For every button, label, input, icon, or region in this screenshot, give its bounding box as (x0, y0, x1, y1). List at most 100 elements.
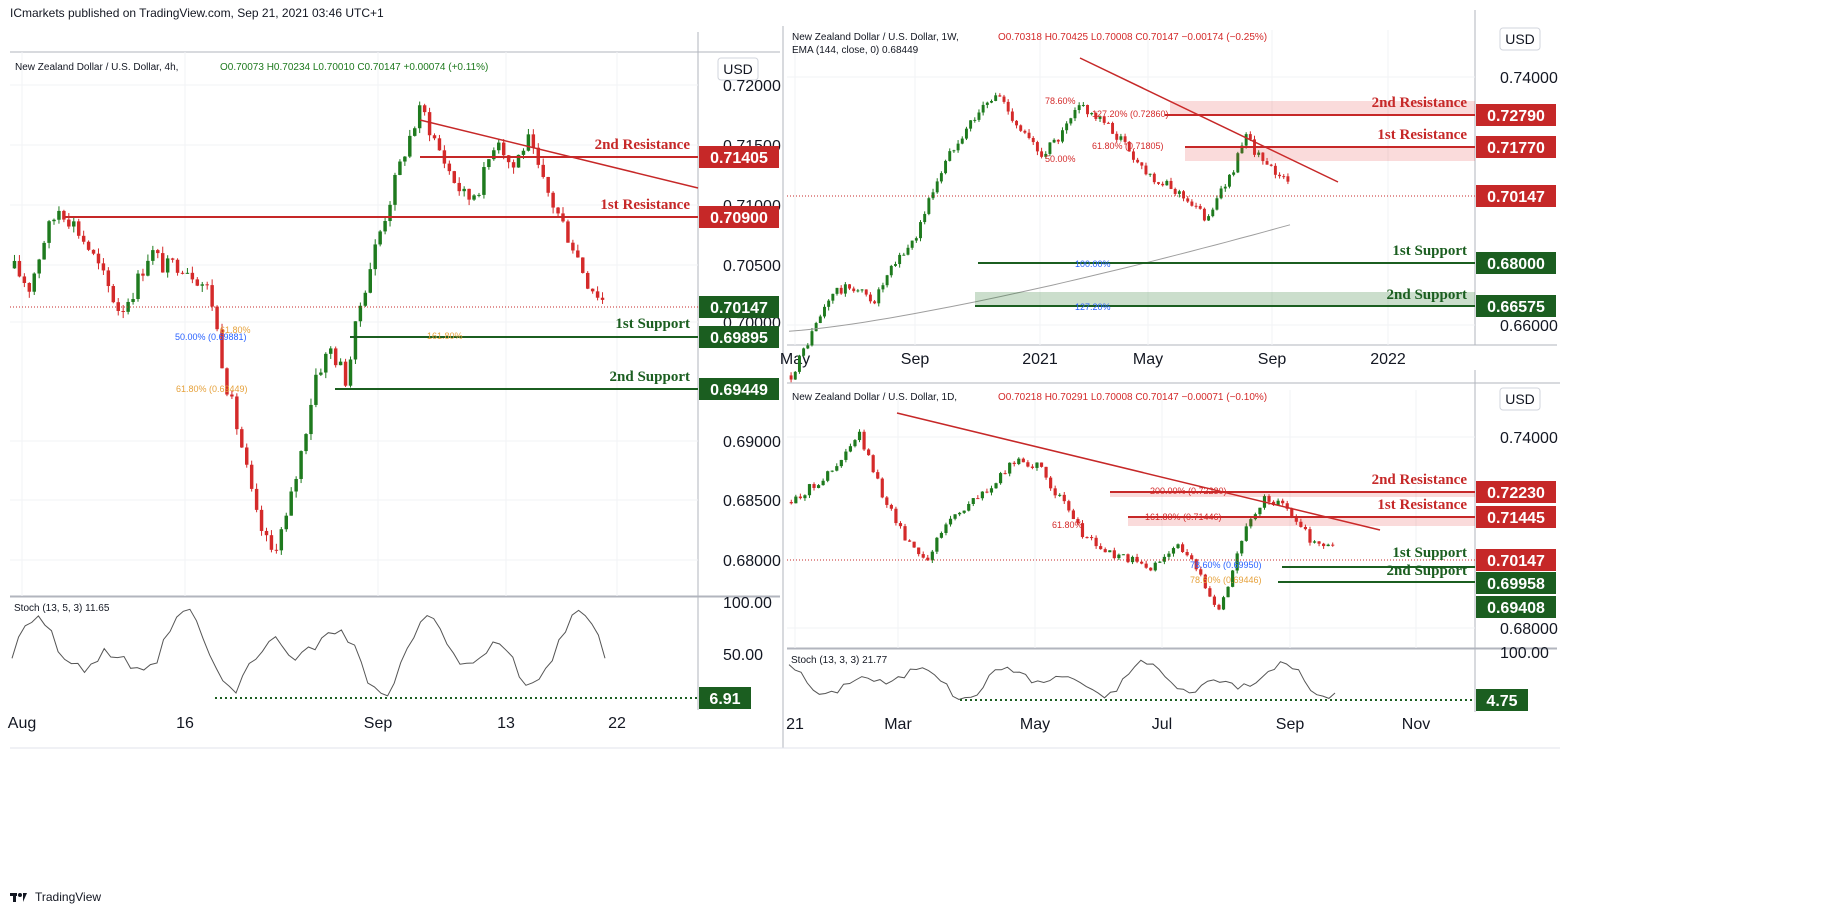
candle-body (1240, 540, 1244, 554)
candle-body (939, 173, 943, 182)
candle-body (131, 299, 135, 302)
currency-badge (1499, 27, 1541, 51)
fib-label: 61.80% (220, 325, 251, 335)
level-value: 0.72230 (1487, 485, 1545, 502)
candle-body (1228, 174, 1231, 187)
candle-body (511, 162, 516, 168)
candle-body (1153, 562, 1157, 571)
candle-body (821, 480, 825, 486)
candle-body (1144, 165, 1148, 175)
candle-body (1235, 553, 1239, 571)
candle-body (477, 194, 481, 196)
fib-label: 78.60% (0.69950) (1190, 560, 1262, 570)
candle-body (1119, 136, 1123, 140)
candle-body (989, 488, 994, 493)
candle-body (62, 210, 66, 220)
candle-body (1232, 172, 1236, 175)
candle-body (309, 404, 313, 435)
candle-body (487, 159, 491, 168)
candle-body (27, 283, 32, 292)
footer: TradingView (10, 890, 101, 904)
level-value-box (1476, 104, 1556, 126)
candle-body (1186, 198, 1190, 202)
candle-body (566, 221, 570, 243)
candle-body (111, 286, 116, 303)
candle-body (894, 508, 898, 524)
candle-body (844, 451, 848, 460)
candle-body (1062, 494, 1066, 502)
candle-body (1086, 104, 1089, 115)
candle-body (170, 258, 175, 260)
candle-body (180, 272, 185, 274)
candle-body (980, 491, 984, 499)
candle-body (57, 210, 61, 220)
resistance-zone (1128, 517, 1475, 526)
candle-body (1044, 153, 1048, 157)
candle-body (1102, 116, 1106, 123)
candle-body (368, 269, 373, 293)
candle-body (894, 264, 897, 266)
candle-body (1194, 559, 1198, 570)
candle-body (264, 530, 269, 536)
candle-body (985, 491, 989, 493)
candle-body (1211, 209, 1215, 217)
indicator-label: Stoch (13, 3, 3) 21.77 (791, 655, 888, 666)
level-value: 0.71445 (1487, 510, 1545, 527)
candle-body (1144, 563, 1148, 568)
ema-line (788, 224, 1291, 332)
candle-body (1106, 122, 1110, 124)
level-value: 0.70147 (1487, 189, 1545, 206)
candle-body (981, 104, 985, 113)
x-tick-label: Jul (1152, 716, 1172, 733)
candle-body (969, 120, 973, 129)
candle-body (408, 135, 412, 157)
candle-body (37, 259, 41, 274)
candle-body (289, 491, 293, 516)
candle-body (457, 182, 461, 192)
candle-body (789, 502, 793, 504)
candle-body (1169, 180, 1173, 189)
candle-body (839, 459, 843, 467)
resistance-zone (1110, 492, 1475, 497)
support-zone (975, 292, 1475, 306)
candle-body (830, 470, 834, 472)
level-label: 1st Resistance (600, 197, 690, 213)
candle-body (948, 518, 953, 525)
fib-label: 50.00% (0.69881) (175, 332, 247, 342)
candle-body (927, 198, 931, 214)
candle-body (843, 284, 847, 294)
y-tick-label: 0.72000 (723, 78, 781, 95)
candle-body (1223, 186, 1227, 189)
candle-body (482, 167, 486, 195)
candle-body (556, 207, 560, 214)
level-label: 1st Support (1392, 243, 1467, 259)
candle-body (348, 359, 353, 386)
candle-body (106, 270, 111, 287)
candle-body (881, 285, 885, 290)
candle-body (1115, 133, 1119, 140)
candle-body (1173, 188, 1177, 194)
x-tick-label: 21 (786, 716, 804, 733)
indicator-tick-label: 100.00 (1500, 645, 1549, 662)
candle-body (1149, 567, 1153, 571)
candle-body (1326, 544, 1330, 547)
candle-body (47, 221, 51, 243)
candle-body (86, 241, 91, 250)
candle-body (857, 431, 862, 441)
y-tick-label: 0.68500 (723, 493, 781, 510)
resistance-zone (1170, 101, 1475, 115)
candle-body (581, 257, 585, 273)
candle-body (797, 355, 801, 372)
x-tick-label: Nov (1402, 716, 1430, 733)
candle-body (595, 291, 600, 298)
candle-body (907, 540, 912, 542)
candle-body (1131, 151, 1135, 160)
currency-badge (717, 57, 759, 81)
fib-label: 61.80% (0.71805) (1092, 141, 1164, 151)
level-value-box (699, 146, 779, 168)
candle-body (1161, 183, 1165, 186)
candle-body (939, 532, 944, 538)
candle-body (1002, 96, 1006, 102)
level-label: 1st Resistance (1377, 497, 1467, 513)
candle-body (437, 138, 442, 151)
